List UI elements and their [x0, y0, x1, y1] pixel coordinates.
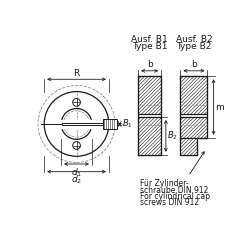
Text: For cylindrical cap: For cylindrical cap [140, 192, 210, 201]
Text: $B_2$: $B_2$ [168, 130, 178, 142]
Text: b: b [191, 60, 197, 69]
Text: Ausf. B1: Ausf. B1 [131, 36, 168, 44]
Text: m: m [215, 102, 224, 112]
Text: Für Zylinder-: Für Zylinder- [140, 180, 188, 188]
Text: Type B2: Type B2 [176, 42, 212, 50]
Bar [103, 118, 117, 129]
Text: Type B1: Type B1 [132, 42, 168, 50]
Bar [180, 117, 208, 138]
Text: $d_2$: $d_2$ [71, 174, 82, 186]
Text: R: R [74, 69, 80, 78]
Bar [180, 138, 198, 155]
Text: schraube DIN 912: schraube DIN 912 [140, 186, 208, 194]
Text: screws DIN 912: screws DIN 912 [140, 198, 199, 207]
Text: Ausf. B2: Ausf. B2 [176, 36, 212, 44]
Text: b: b [147, 60, 152, 69]
Bar [180, 76, 208, 114]
Bar [138, 117, 161, 155]
Text: $B_1$: $B_1$ [122, 118, 133, 130]
Bar [103, 118, 117, 129]
Bar [138, 76, 161, 114]
Text: $d_1$: $d_1$ [71, 166, 82, 179]
